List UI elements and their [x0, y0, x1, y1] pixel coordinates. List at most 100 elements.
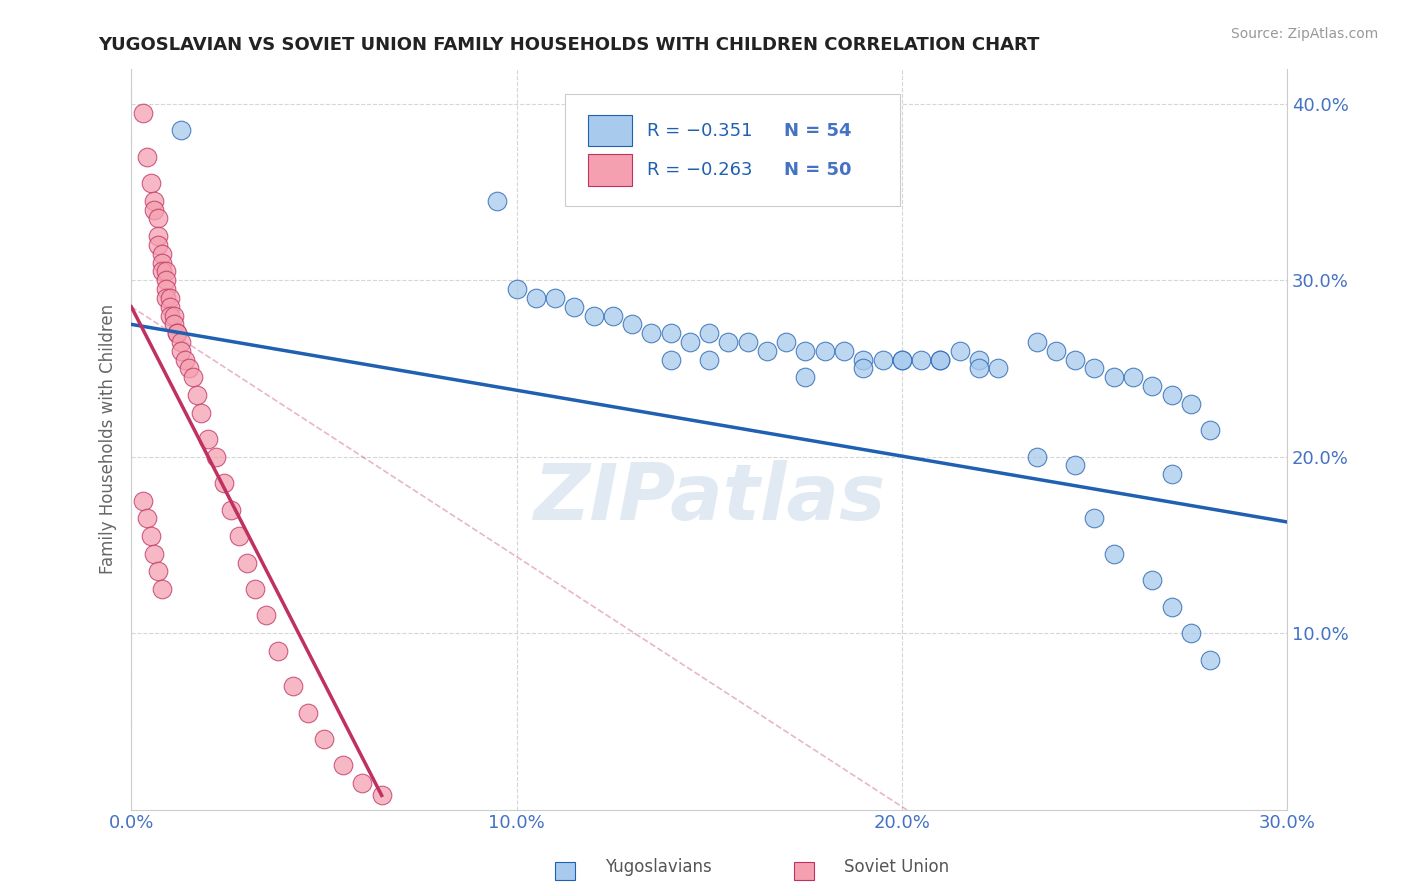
Point: [181, 370, 204, 384]
Point: [737, 334, 759, 349]
Point: [155, 264, 177, 278]
Point: [143, 547, 166, 561]
Point: [186, 388, 208, 402]
Point: [170, 343, 193, 358]
Point: [148, 238, 170, 252]
Point: [814, 343, 837, 358]
Point: [150, 247, 173, 261]
Point: [562, 300, 585, 314]
Point: [775, 334, 797, 349]
FancyBboxPatch shape: [588, 154, 631, 186]
FancyBboxPatch shape: [565, 95, 900, 206]
Point: [794, 343, 817, 358]
Point: [1180, 626, 1202, 640]
Point: [640, 326, 662, 341]
Point: [602, 309, 624, 323]
Point: [174, 352, 197, 367]
Text: R = −0.351: R = −0.351: [647, 122, 752, 140]
Point: [150, 264, 173, 278]
Point: [1160, 388, 1182, 402]
Point: [987, 361, 1010, 376]
Point: [281, 679, 304, 693]
Point: [143, 202, 166, 217]
Point: [162, 309, 184, 323]
Text: Source: ZipAtlas.com: Source: ZipAtlas.com: [1230, 27, 1378, 41]
Point: [170, 123, 193, 137]
Point: [135, 511, 157, 525]
Point: [159, 309, 181, 323]
Point: [297, 706, 319, 720]
Point: [243, 582, 266, 596]
Point: [505, 282, 527, 296]
Point: [544, 291, 567, 305]
Point: [1199, 423, 1222, 437]
Point: [132, 493, 155, 508]
Point: [1142, 573, 1164, 587]
Point: [143, 194, 166, 208]
Point: [190, 406, 212, 420]
Text: R = −0.263: R = −0.263: [647, 161, 752, 179]
Point: [148, 565, 170, 579]
Point: [1083, 361, 1105, 376]
Point: [150, 255, 173, 269]
Point: [148, 229, 170, 244]
Text: ZIPatlas: ZIPatlas: [533, 460, 886, 536]
Point: [1064, 458, 1087, 473]
Point: [312, 731, 335, 746]
Point: [166, 326, 188, 341]
Point: [197, 432, 219, 446]
Point: [132, 105, 155, 120]
Point: [697, 326, 720, 341]
Point: [166, 326, 188, 341]
Point: [1045, 343, 1067, 358]
Point: [254, 608, 277, 623]
Point: [524, 291, 547, 305]
Point: [139, 529, 162, 543]
Point: [228, 529, 250, 543]
Point: [929, 352, 952, 367]
Point: [162, 318, 184, 332]
Point: [135, 150, 157, 164]
Point: [212, 476, 235, 491]
Point: [1102, 370, 1125, 384]
Point: [697, 352, 720, 367]
Point: [659, 326, 682, 341]
Point: [155, 273, 177, 287]
Point: [755, 343, 778, 358]
Point: [582, 309, 605, 323]
Text: Yugoslavians: Yugoslavians: [605, 858, 711, 876]
Point: [352, 776, 374, 790]
Point: [1160, 467, 1182, 482]
Point: [159, 291, 181, 305]
Point: [170, 334, 193, 349]
Point: [139, 176, 162, 190]
Point: [205, 450, 228, 464]
Point: [486, 194, 509, 208]
Point: [852, 352, 875, 367]
Point: [150, 582, 173, 596]
Point: [872, 352, 894, 367]
Point: [1122, 370, 1144, 384]
Text: N = 50: N = 50: [785, 161, 852, 179]
Point: [177, 361, 200, 376]
FancyBboxPatch shape: [588, 115, 631, 146]
Y-axis label: Family Households with Children: Family Households with Children: [100, 304, 117, 574]
Point: [717, 334, 740, 349]
Point: [1180, 397, 1202, 411]
Point: [794, 370, 817, 384]
Point: [266, 644, 288, 658]
Text: N = 54: N = 54: [785, 122, 852, 140]
Point: [1160, 599, 1182, 614]
Point: [155, 282, 177, 296]
Point: [370, 789, 392, 803]
Point: [221, 502, 243, 516]
Point: [155, 291, 177, 305]
Point: [1025, 334, 1047, 349]
Point: [852, 361, 875, 376]
Point: [659, 352, 682, 367]
Point: [949, 343, 972, 358]
Text: YUGOSLAVIAN VS SOVIET UNION FAMILY HOUSEHOLDS WITH CHILDREN CORRELATION CHART: YUGOSLAVIAN VS SOVIET UNION FAMILY HOUSE…: [98, 36, 1040, 54]
Point: [1025, 450, 1047, 464]
Point: [890, 352, 912, 367]
Point: [1142, 379, 1164, 393]
